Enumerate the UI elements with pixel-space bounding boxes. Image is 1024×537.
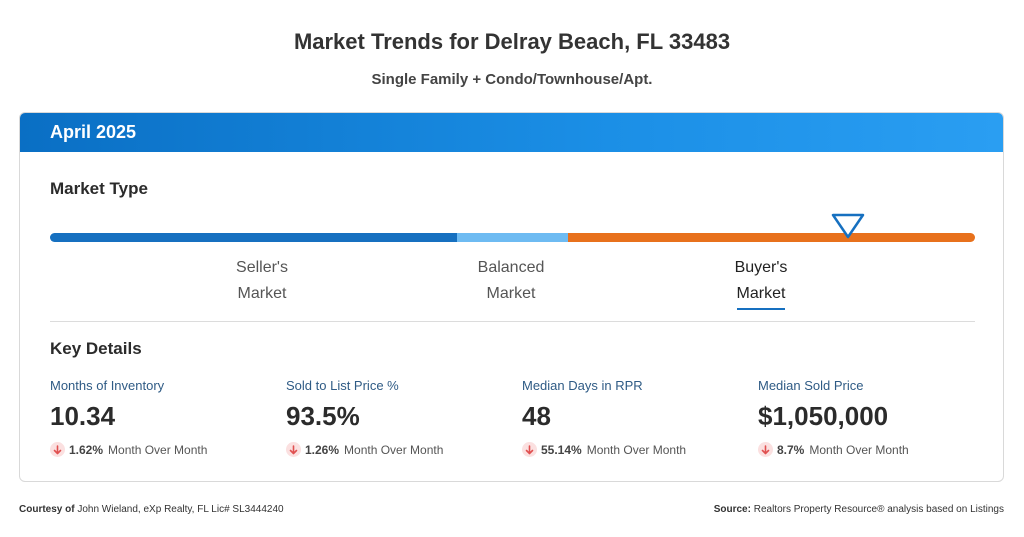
card-header: April 2025: [20, 113, 1003, 152]
buyer-market-label[interactable]: Buyer's Market: [711, 255, 811, 310]
buyer-market-line1: Buyer's: [734, 259, 788, 276]
seller-market-line2: Market: [237, 285, 287, 302]
market-card: April 2025 Market Type Seller's Market B…: [19, 112, 1004, 482]
balanced-market-bar: [457, 233, 568, 242]
key-detail-value: 93.5%: [286, 401, 360, 431]
arrow-down-icon: [522, 442, 537, 457]
market-type-heading: Market Type: [50, 179, 148, 198]
buyer-market-bar: [568, 233, 975, 242]
key-detail-sold-to-list: Sold to List Price % 93.5% 1.26% Month O…: [286, 378, 516, 457]
key-detail-months-inventory: Months of Inventory 10.34 1.62% Month Ov…: [50, 378, 280, 457]
footer-source: Source: Realtors Property Resource® anal…: [714, 504, 1004, 515]
key-detail-label: Median Days in RPR: [522, 378, 643, 393]
change-percent: 55.14%: [541, 442, 582, 457]
key-detail-change: 1.26% Month Over Month: [286, 442, 516, 457]
arrow-down-icon: [50, 442, 65, 457]
balanced-market-label[interactable]: Balanced Market: [461, 255, 561, 307]
change-period: Month Over Month: [108, 442, 208, 457]
key-detail-label: Months of Inventory: [50, 378, 165, 393]
key-detail-change: 8.7% Month Over Month: [758, 442, 988, 457]
balanced-market-line1: Balanced: [477, 259, 545, 276]
source-text: Realtors Property Resource® analysis bas…: [753, 504, 1004, 515]
key-detail-median-days: Median Days in RPR 48 55.14% Month Over …: [522, 378, 752, 457]
key-details-heading: Key Details: [50, 339, 142, 358]
buyer-market-line2: Market: [736, 281, 786, 310]
key-detail-change: 1.62% Month Over Month: [50, 442, 280, 457]
change-percent: 8.7%: [777, 442, 805, 457]
key-detail-median-sold-price: Median Sold Price $1,050,000 8.7% Month …: [758, 378, 988, 457]
key-detail-label: Median Sold Price: [758, 378, 864, 393]
seller-market-bar: [50, 233, 457, 242]
key-detail-value: 48: [522, 401, 551, 431]
page-subtitle: Single Family + Condo/Townhouse/Apt.: [371, 71, 653, 88]
change-period: Month Over Month: [344, 442, 444, 457]
arrow-down-icon: [758, 442, 773, 457]
key-detail-label: Sold to List Price %: [286, 378, 399, 393]
source-label: Source:: [713, 504, 751, 515]
key-detail-value: 10.34: [50, 401, 116, 431]
change-percent: 1.26%: [305, 442, 340, 457]
footer-courtesy: Courtesy of John Wieland, eXp Realty, FL…: [19, 504, 284, 515]
courtesy-text: John Wieland, eXp Realty, FL Lic# SL3444…: [77, 504, 284, 515]
change-percent: 1.62%: [69, 442, 104, 457]
seller-market-line1: Seller's: [236, 259, 288, 276]
change-period: Month Over Month: [809, 442, 909, 457]
key-detail-value: $1,050,000: [758, 401, 889, 431]
arrow-down-icon: [286, 442, 301, 457]
change-period: Month Over Month: [586, 442, 687, 457]
key-detail-change: 55.14% Month Over Month: [522, 442, 752, 457]
page-title: Market Trends for Delray Beach, FL 33483: [293, 29, 731, 54]
balanced-market-line2: Market: [486, 285, 536, 302]
section-divider: [50, 321, 975, 322]
triangle-down-icon: [831, 213, 865, 239]
courtesy-label: Courtesy of: [19, 504, 75, 515]
seller-market-label[interactable]: Seller's Market: [212, 255, 312, 307]
